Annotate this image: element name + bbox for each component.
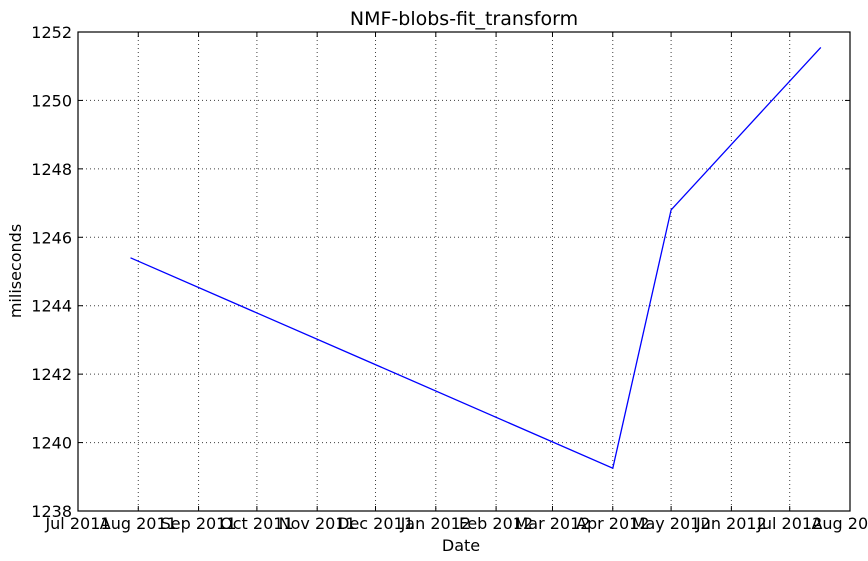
y-tick-label: 1248 [31,160,72,179]
x-tick-label: Mar 2012 [514,514,590,533]
x-tick-label: Oct 2011 [220,514,293,533]
x-tick-label: Dec 2011 [337,514,414,533]
x-tick-label: Feb 2012 [459,514,533,533]
x-tick-label: Nov 2011 [279,514,356,533]
grid-lines [77,31,851,512]
y-tick-label: 1250 [31,91,72,110]
x-tick-label: Jul 2011 [44,514,110,533]
x-tick-label: Aug 2012 [811,514,868,533]
tick-marks [77,31,851,512]
x-tick-label: Sep 2011 [161,514,237,533]
plot-frame [77,31,851,512]
y-tick-label: 1238 [31,502,72,521]
x-tick-label: Jan 2012 [400,514,471,533]
y-tick-label: 1242 [31,365,72,384]
y-tick-label: 1246 [31,228,72,247]
x-tick-label: Aug 2011 [100,514,177,533]
y-axis-label: miliseconds [6,224,25,318]
x-tick-label: Jul 2012 [756,514,822,533]
x-tick-label: Jun 2012 [695,514,767,533]
y-tick-label: 1240 [31,434,72,453]
y-tick-label: 1252 [31,23,72,42]
x-tick-label: May 2012 [632,514,711,533]
x-axis-label: Date [442,536,480,555]
y-tick-label: 1244 [31,297,72,316]
chart-title: NMF-blobs-fit_transform [350,8,578,30]
series-line [130,46,822,470]
y-tick-labels: 1238 1240 1242 1244 1246 1248 1250 1252 [31,23,72,521]
x-tick-label: Apr 2012 [576,514,649,533]
series-layer [130,46,822,470]
